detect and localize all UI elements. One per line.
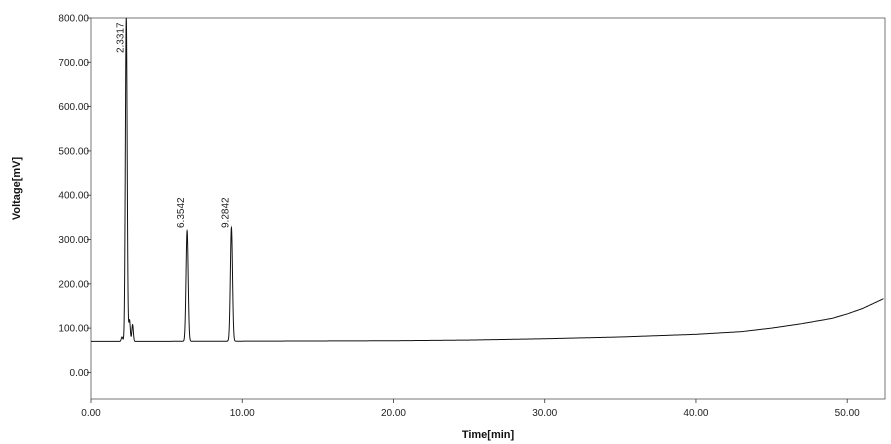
y-tick-label: 500.00	[58, 146, 89, 157]
x-tick-label: 0.00	[81, 408, 101, 419]
plot-frame	[90, 17, 886, 400]
y-tick-label: 600.00	[58, 102, 89, 113]
peak-label: 9.2842	[220, 197, 231, 228]
x-tick-label: 50.00	[835, 408, 860, 419]
x-tick-label: 40.00	[683, 408, 708, 419]
peak-label: 2.3317	[115, 22, 126, 53]
x-tick-label: 10.00	[230, 408, 255, 419]
y-tick-label: 700.00	[58, 58, 89, 69]
x-axis-title: Time[min]	[462, 429, 515, 441]
y-tick-label: 200.00	[58, 279, 89, 290]
y-tick-label: 0.00	[70, 368, 90, 379]
y-axis-title: Voltage[mV]	[11, 156, 23, 220]
series-layer	[91, 17, 884, 342]
y-tick-label: 300.00	[58, 235, 89, 246]
y-tick-label: 400.00	[58, 191, 89, 202]
chromatogram-trace	[91, 17, 884, 342]
axes-layer	[90, 17, 886, 400]
y-tick-label: 100.00	[58, 324, 89, 335]
labels-layer: 2.3317 6.3542 9.2842	[115, 22, 231, 228]
ticks-layer: 0.00 100.00 200.00 300.00 400.00 500.00 600.00…	[58, 14, 860, 420]
x-tick-label: 30.00	[532, 408, 557, 419]
y-tick-label: 800.00	[58, 14, 89, 25]
peak-label: 6.3542	[176, 197, 187, 228]
x-tick-label: 20.00	[381, 408, 406, 419]
